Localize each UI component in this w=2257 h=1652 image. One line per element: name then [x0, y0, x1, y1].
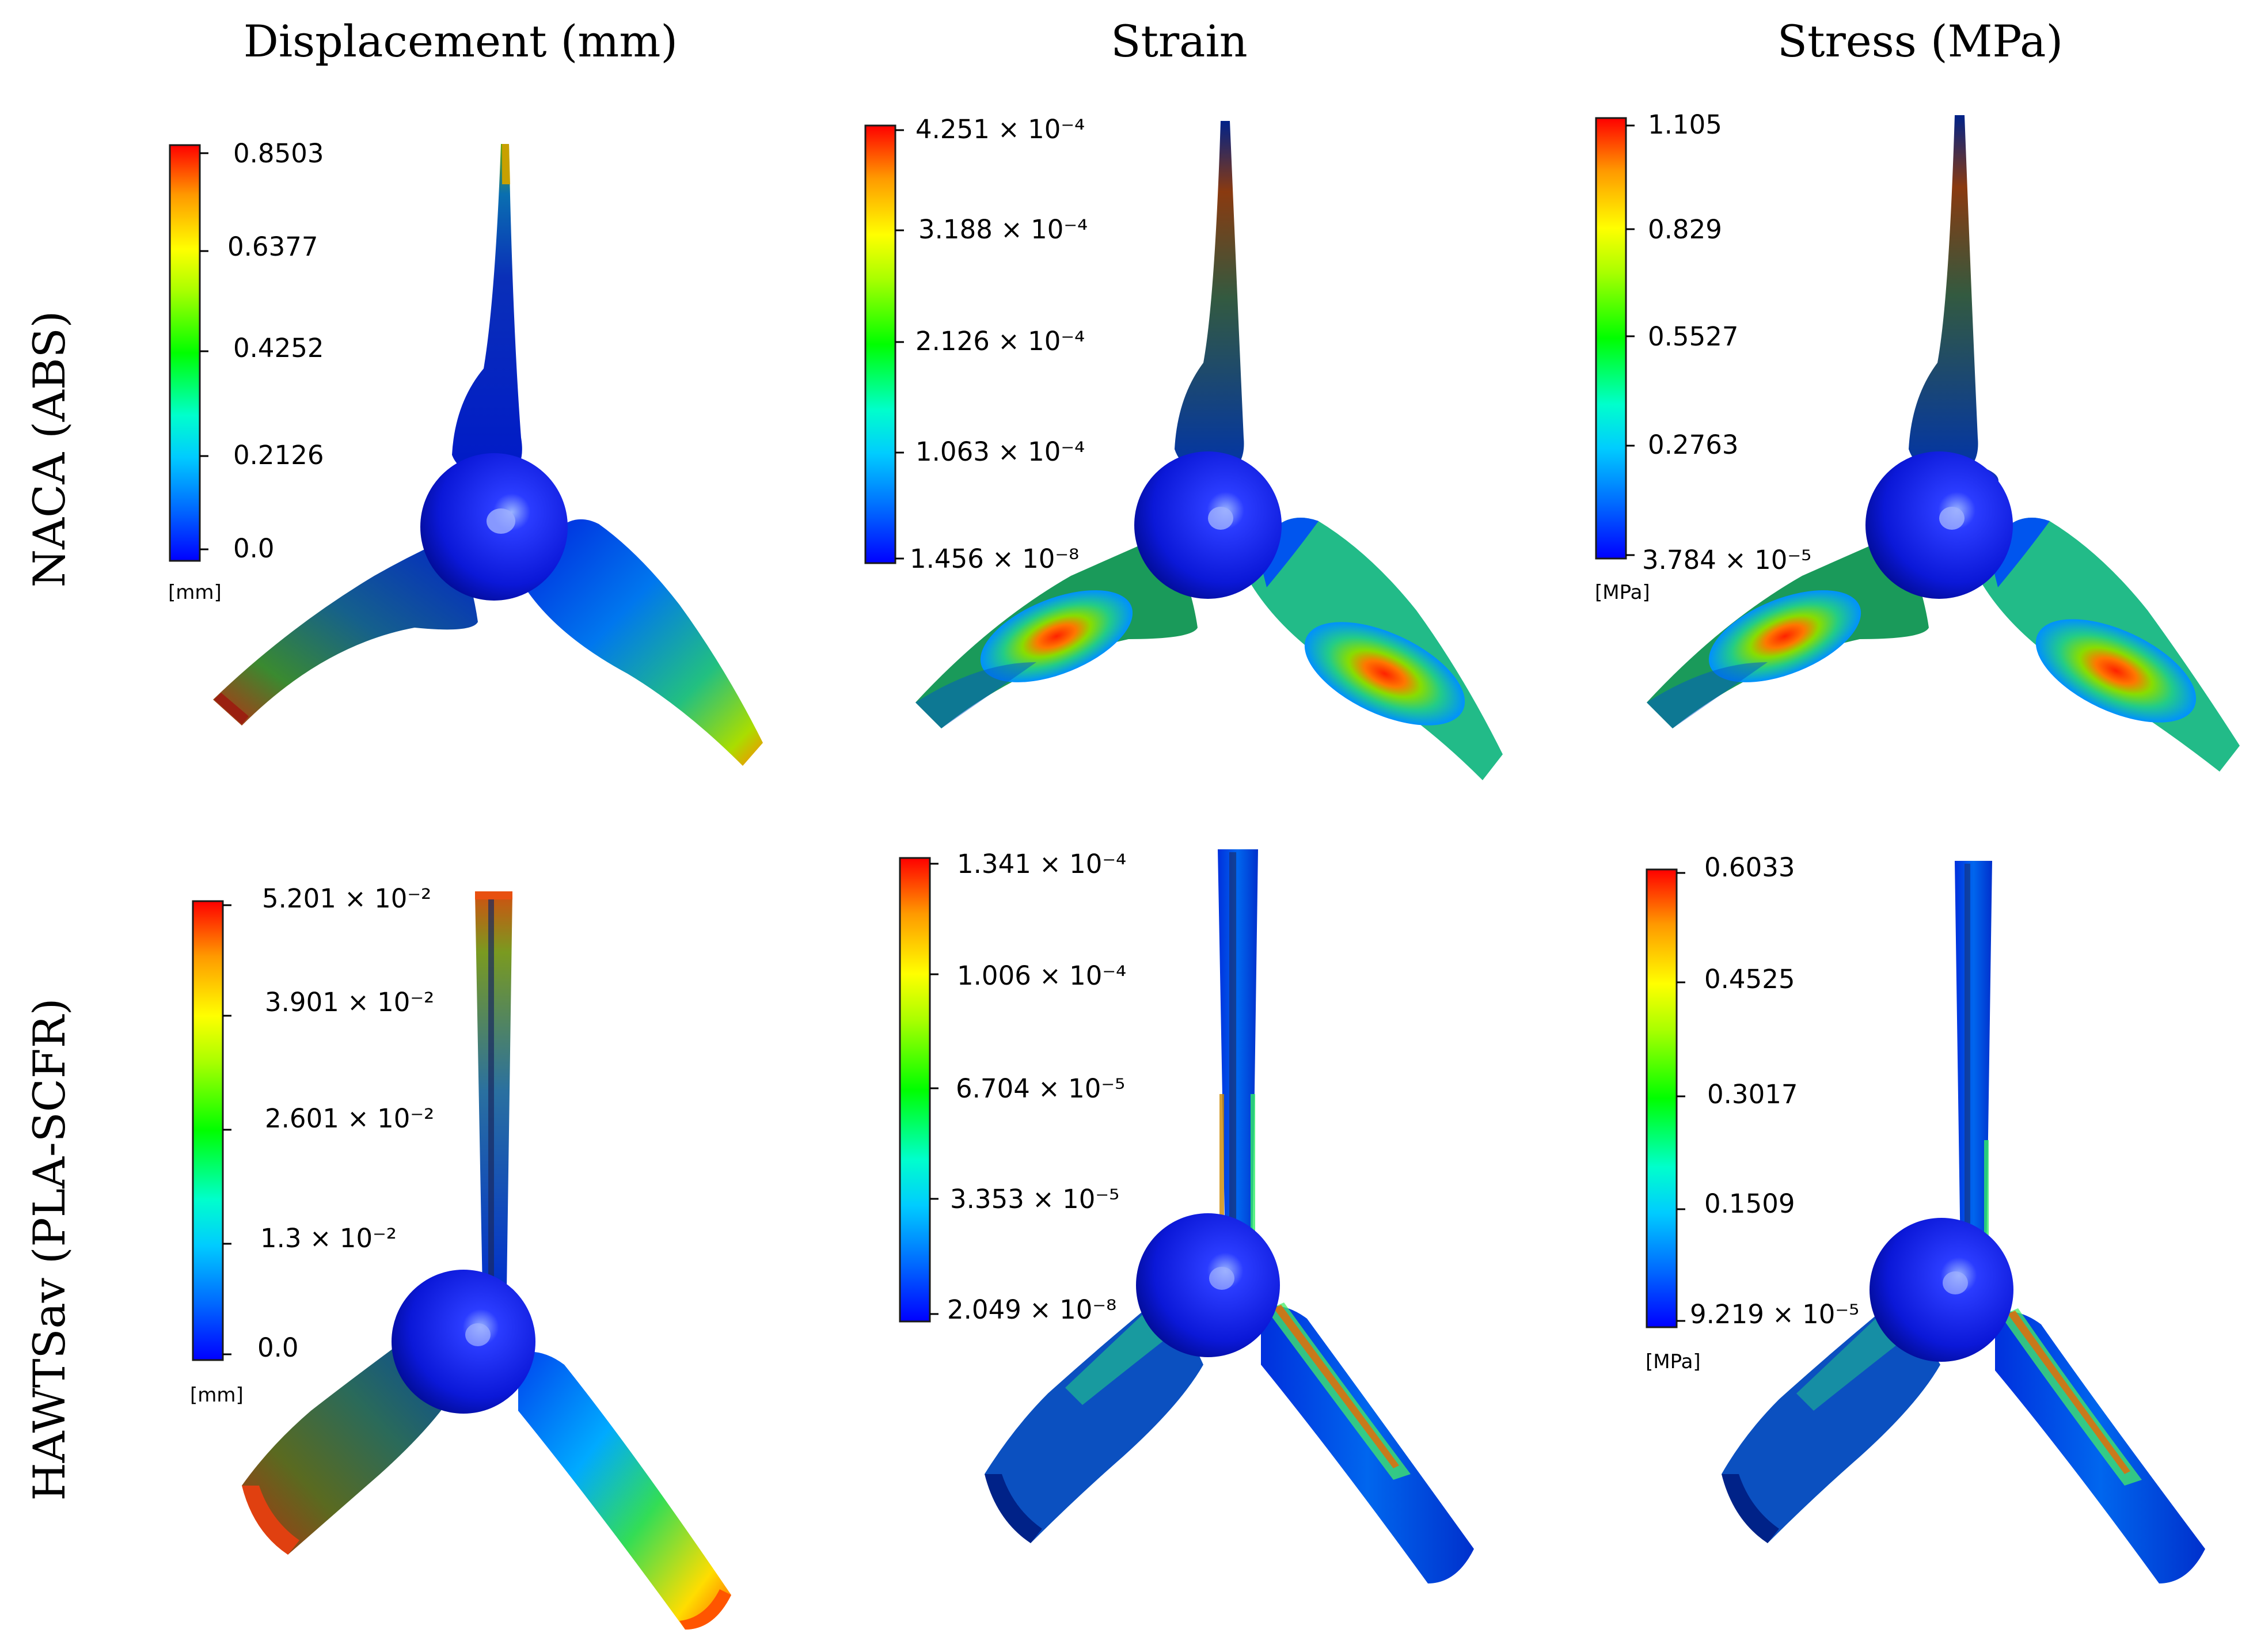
colorbar — [1596, 118, 1626, 559]
colorbar-tick: 0.2763 — [1648, 430, 1738, 460]
colorbar-tick-min: 0.0 — [233, 533, 275, 564]
colorbar-tick: 1.063 × 10⁻⁴ — [915, 436, 1085, 467]
panel-naca-stress: 1.105 0.829 0.5527 0.2763 3.784 × 10⁻⁵ [… — [1595, 109, 2240, 772]
colorbar-tick: 0.1509 — [1704, 1188, 1795, 1219]
colorbar-tick-min: 0.0 — [257, 1332, 299, 1363]
colorbar-tick-max: 0.8503 — [233, 138, 324, 169]
turbine-model — [213, 144, 763, 766]
panel-naca-strain: 4.251 × 10⁻⁴ 3.188 × 10⁻⁴ 2.126 × 10⁻⁴ 1… — [864, 114, 1503, 780]
turbine-model — [915, 121, 1503, 780]
turbine-model — [1647, 115, 2240, 772]
colorbar-tick: 0.4525 — [1704, 964, 1795, 994]
colorbar — [900, 858, 930, 1321]
colorbar-ticks — [930, 863, 938, 1315]
colorbar-tick: 2.601 × 10⁻² — [265, 1103, 434, 1134]
colorbar-ticks — [1626, 124, 1635, 556]
panel-hawt-strain: 1.341 × 10⁻⁴ 1.006 × 10⁻⁴ 6.704 × 10⁻⁵ 3… — [899, 849, 1474, 1583]
row-title-hawtsav: HAWTSav (PLA-SCFR) — [24, 998, 75, 1501]
colorbar-tick-max: 1.105 — [1648, 109, 1722, 140]
colorbar-unit: [mm] — [190, 1384, 244, 1407]
colorbar-tick: 2.126 × 10⁻⁴ — [915, 326, 1085, 356]
turbine-model — [242, 891, 731, 1630]
colorbar-tick: 0.5527 — [1648, 321, 1738, 352]
colorbar-tick-max: 1.341 × 10⁻⁴ — [957, 849, 1126, 879]
colorbar-ticks — [223, 904, 231, 1355]
colorbar-tick-max: 5.201 × 10⁻² — [262, 883, 431, 914]
colorbar-tick-min: 2.049 × 10⁻⁸ — [947, 1294, 1116, 1325]
colorbar-tick: 3.188 × 10⁻⁴ — [918, 214, 1088, 245]
colorbar-tick: 6.704 × 10⁻⁵ — [956, 1073, 1125, 1104]
colorbar-tick: 0.6377 — [227, 231, 318, 262]
colorbar-unit: [mm] — [168, 581, 222, 604]
panel-naca-displacement: 0.8503 0.6377 0.4252 0.2126 0.0 [mm] — [168, 138, 763, 766]
colorbar-tick: 0.4252 — [233, 333, 324, 363]
colorbar-tick: 3.353 × 10⁻⁵ — [950, 1184, 1119, 1214]
colorbar-tick-max: 0.6033 — [1704, 852, 1795, 883]
colorbar-tick-max: 4.251 × 10⁻⁴ — [915, 114, 1085, 145]
colorbar-unit: [MPa] — [1595, 581, 1650, 604]
colorbar — [193, 901, 223, 1360]
turbine-model — [1722, 861, 2205, 1583]
colorbar-tick: 0.2126 — [233, 440, 324, 470]
colorbar-ticks — [200, 152, 208, 550]
panel-hawt-stress: 0.6033 0.4525 0.3017 0.1509 9.219 × 10⁻⁵… — [1646, 852, 2205, 1583]
colorbar — [1647, 869, 1677, 1327]
colorbar-unit: [MPa] — [1646, 1350, 1701, 1373]
colorbar — [170, 145, 200, 561]
column-title-stress: Stress (MPa) — [1777, 16, 2063, 67]
column-title-displacement: Displacement (mm) — [244, 16, 678, 67]
colorbar — [865, 126, 895, 563]
colorbar-tick: 0.3017 — [1707, 1079, 1798, 1110]
panel-hawt-displacement: 5.201 × 10⁻² 3.901 × 10⁻² 2.601 × 10⁻² 1… — [190, 883, 731, 1630]
column-title-strain: Strain — [1111, 16, 1248, 67]
colorbar-tick-min: 9.219 × 10⁻⁵ — [1690, 1299, 1859, 1330]
colorbar-tick: 1.006 × 10⁻⁴ — [957, 960, 1126, 991]
colorbar-tick-min: 3.784 × 10⁻⁵ — [1642, 545, 1811, 575]
colorbar-tick: 3.901 × 10⁻² — [265, 987, 434, 1017]
colorbar-tick: 0.829 — [1648, 214, 1722, 245]
colorbar-ticks — [1677, 872, 1685, 1322]
colorbar-tick: 1.3 × 10⁻² — [260, 1223, 397, 1254]
row-title-naca: NACA (ABS) — [24, 311, 75, 588]
turbine-model — [985, 849, 1474, 1583]
colorbar-tick-min: 1.456 × 10⁻⁸ — [910, 544, 1079, 574]
colorbar-ticks — [895, 129, 904, 560]
